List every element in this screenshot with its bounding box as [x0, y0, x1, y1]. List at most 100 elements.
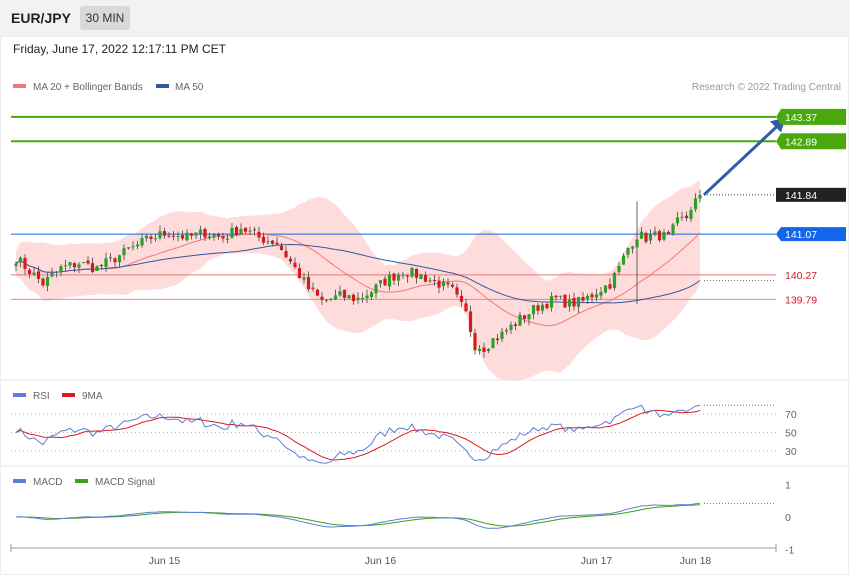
macd-tick-label: 0 [785, 512, 791, 524]
rsi-line [15, 404, 701, 464]
legend-swatch-rsi-ma [62, 393, 75, 397]
candle-bear [482, 347, 486, 352]
candle-bull [144, 235, 149, 239]
candle-bull [77, 264, 81, 268]
candle-bull [477, 348, 482, 351]
candle-bull [365, 295, 369, 299]
legend-swatch-macd [13, 479, 26, 483]
candle-bear [203, 228, 207, 238]
candle-bull [32, 272, 36, 275]
candle-bull [207, 236, 212, 239]
candle-bull [50, 273, 54, 277]
macd-tick-label: 1 [785, 480, 791, 492]
level-tag-pivot [776, 227, 846, 242]
candle-bull [153, 238, 158, 240]
candle-bull [626, 247, 630, 255]
legend-swatch-ma50 [156, 84, 169, 88]
level-tags: 143.37 142.89 141.84 141.07 140.27 139.79 [776, 108, 846, 306]
candle-bear [432, 280, 437, 281]
candle-bull [140, 238, 144, 246]
candle-bull [360, 298, 365, 299]
candle-bear [234, 227, 239, 235]
candle-bear [320, 296, 324, 300]
candle-bear [257, 231, 261, 238]
candle-bull [419, 274, 423, 279]
candle-bear [666, 232, 671, 234]
x-tick-label: Jun 17 [581, 555, 613, 567]
level-tag-label: 141.07 [785, 229, 817, 241]
candle-bull [324, 299, 329, 301]
macd-panel: MACD MACD Signal 1 0 -1 [13, 404, 794, 557]
rsi-lines [15, 404, 701, 464]
candle-bull [302, 277, 306, 280]
price-legend: MA 20 + Bollinger Bands MA 50 [13, 82, 204, 93]
candle-bull [599, 291, 603, 296]
candle-bull [158, 231, 162, 239]
candle-bear [167, 235, 171, 237]
candle-bear [270, 240, 275, 244]
candle-bear [189, 233, 194, 236]
legend-macd-signal: MACD Signal [95, 477, 155, 488]
candle-bull [410, 267, 414, 277]
candle-bull [689, 209, 693, 219]
candle-bear [383, 278, 387, 286]
legend-swatch-ma20 [13, 84, 26, 88]
candle-bull [176, 235, 180, 237]
macd-line [15, 502, 701, 529]
rsi-panel: RSI 9MA 70 50 30 [11, 391, 797, 464]
level-tag-label: 143.37 [785, 112, 817, 124]
candle-bull [108, 257, 113, 259]
candle-bull [333, 295, 338, 300]
candle-bear [180, 235, 185, 239]
candle-bear [41, 278, 45, 286]
timeframe-button[interactable]: 30 MIN [80, 6, 130, 30]
candle-bear [437, 280, 441, 288]
level-tag-support: 139.79 [785, 294, 817, 306]
candle-bull [630, 246, 635, 249]
candle-bear [495, 338, 500, 341]
candle-bull [662, 232, 666, 240]
candle-bull [45, 276, 50, 286]
candle-bull [387, 274, 392, 287]
candle-bear [99, 264, 104, 267]
candle-bull [671, 224, 675, 234]
x-tick-label: Jun 18 [680, 555, 712, 567]
symbol-title: EUR/JPY [11, 10, 71, 26]
candle-bull [486, 349, 491, 352]
candle-bull [104, 258, 108, 267]
candle-bear [468, 311, 473, 332]
candle-bull [374, 284, 378, 294]
candle-bull [347, 295, 351, 299]
candle-bear [464, 303, 468, 312]
candle-bear [275, 242, 279, 245]
rsi-tick-label: 50 [785, 428, 797, 440]
candle-bull [612, 272, 617, 288]
candle-bear [563, 294, 567, 308]
candle-bear [306, 276, 311, 290]
candle-bear [455, 287, 459, 295]
rsi-tick-label: 30 [785, 446, 797, 458]
candle-bull [18, 257, 23, 263]
candle-bear [446, 282, 450, 285]
x-tick-label: Jun 16 [365, 555, 397, 567]
candle-bull [540, 304, 545, 311]
forecast-arrow [702, 117, 786, 196]
candle-bull [396, 274, 401, 281]
candle-bear [113, 258, 117, 263]
candle-bull [230, 228, 234, 238]
candle-bull [639, 231, 644, 239]
candle-bear [72, 263, 77, 268]
candle-bull [675, 217, 680, 224]
candle-bull [698, 194, 702, 199]
candle-bear [342, 289, 347, 298]
candle-bull [122, 248, 126, 256]
candle-bull [95, 266, 99, 271]
candle-bull [558, 295, 563, 297]
candle-bull [527, 314, 531, 320]
x-axis: Jun 15 Jun 16 Jun 17 Jun 18 [10, 544, 777, 567]
candle-bear [572, 297, 576, 307]
candle-bear [23, 257, 27, 269]
candle-bull [500, 331, 504, 339]
candle-bear [684, 215, 689, 219]
